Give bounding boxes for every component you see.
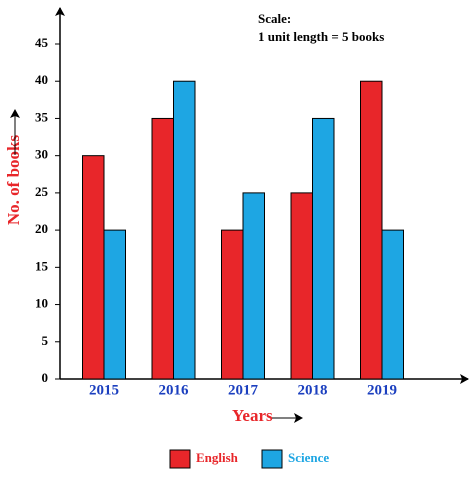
- x-tick-label: 2017: [228, 382, 259, 398]
- annotation: Scale:: [258, 11, 291, 26]
- y-axis-title: No. of books: [4, 135, 23, 226]
- bar: [103, 229, 126, 380]
- y-tick-label: 20: [35, 221, 48, 236]
- x-tick-label: 2019: [367, 382, 397, 398]
- annotation: 1 unit length = 5 books: [258, 29, 384, 44]
- legend-label: Science: [288, 450, 329, 465]
- bar: [360, 80, 383, 380]
- bar: [290, 192, 313, 380]
- bar: [173, 80, 196, 380]
- y-tick-label: 10: [35, 296, 48, 311]
- x-tick-label: 2015: [89, 382, 119, 398]
- y-tick-label: 25: [35, 184, 49, 199]
- y-tick-label: 35: [35, 109, 49, 124]
- y-tick-label: 45: [35, 35, 49, 50]
- y-tick-label: 40: [35, 72, 48, 87]
- y-tick-label: 30: [35, 147, 48, 162]
- legend-swatch: [169, 449, 191, 469]
- bar: [242, 192, 265, 380]
- bar: [82, 155, 105, 380]
- legend-label: English: [196, 450, 239, 465]
- bar: [151, 117, 174, 380]
- y-tick-label: 15: [35, 258, 49, 273]
- y-tick-label: 5: [42, 333, 49, 348]
- x-tick-label: 2018: [298, 382, 328, 398]
- x-axis-title: Years: [232, 406, 273, 425]
- y-tick-label: 0: [42, 370, 49, 385]
- bar: [221, 229, 244, 380]
- bar: [381, 229, 404, 380]
- legend-swatch: [261, 449, 283, 469]
- bar: [312, 117, 335, 380]
- x-tick-label: 2016: [159, 382, 190, 398]
